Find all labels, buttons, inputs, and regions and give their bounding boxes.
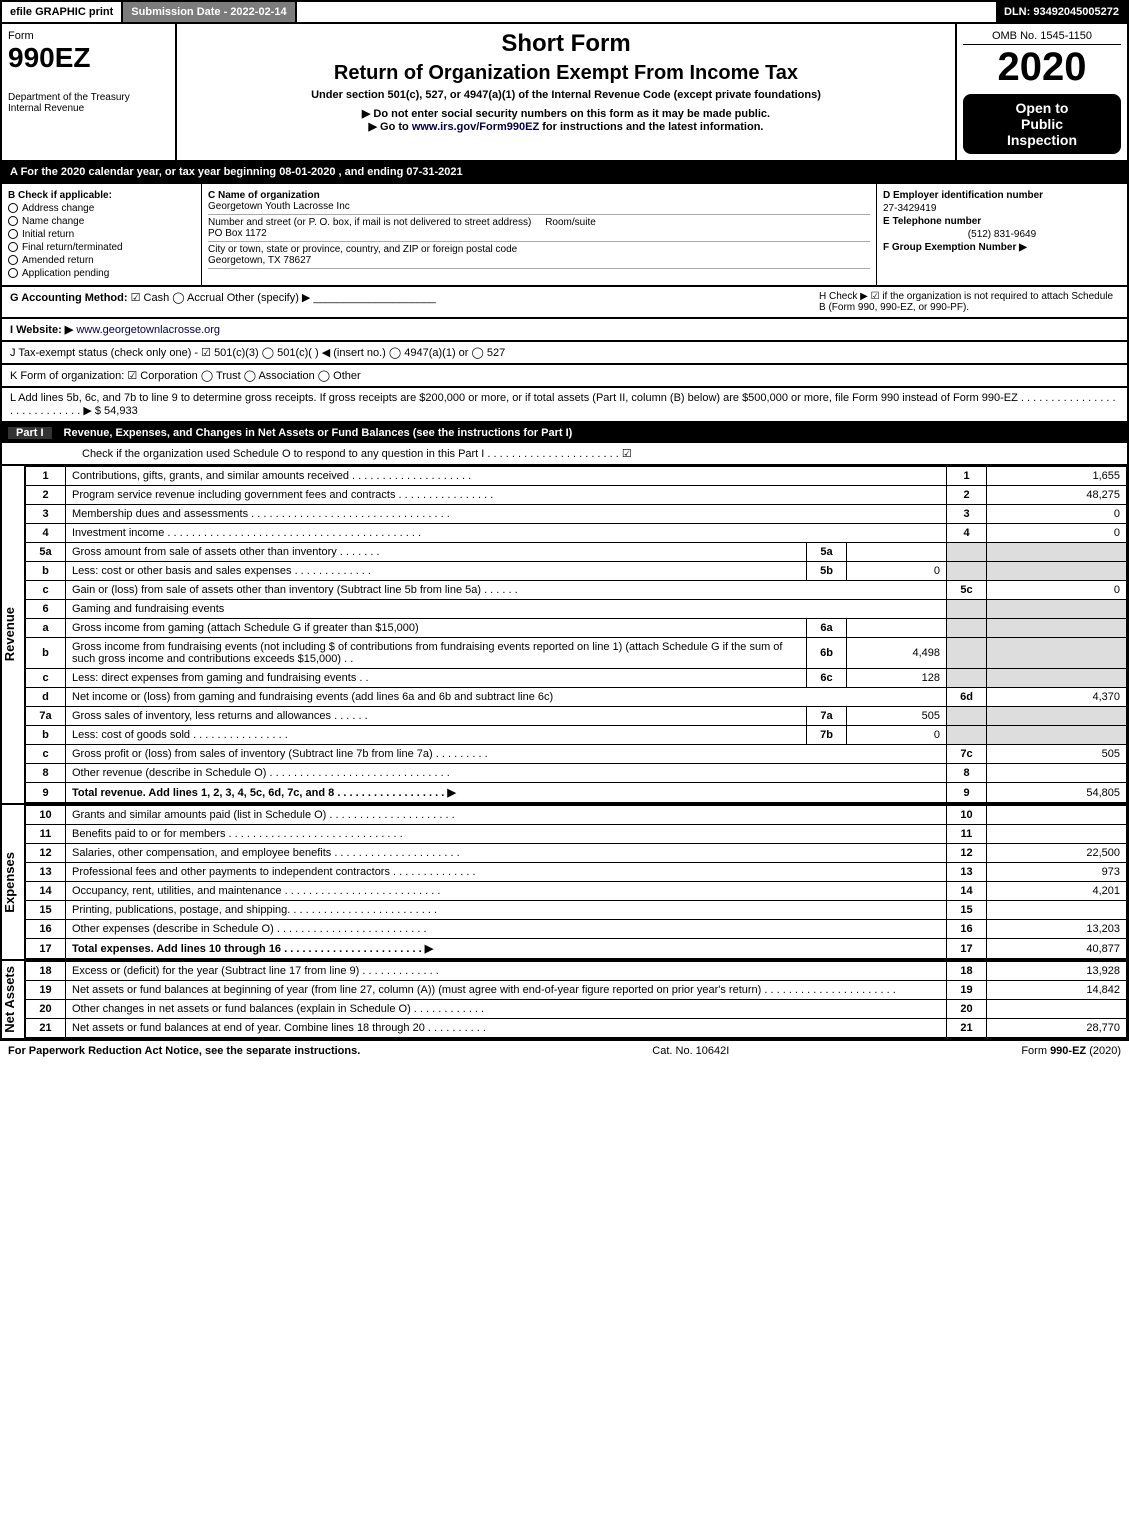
- short-form-title: Short Form: [183, 30, 949, 58]
- row-l-gross-receipts: L Add lines 5b, 6c, and 7b to line 9 to …: [0, 388, 1129, 423]
- line-16: 16Other expenses (describe in Schedule O…: [26, 920, 1127, 939]
- line-5a: 5aGross amount from sale of assets other…: [26, 543, 1127, 562]
- netassets-side-label: Net Assets: [2, 961, 25, 1038]
- street-row: Number and street (or P. O. box, if mail…: [208, 217, 870, 242]
- phone-label: E Telephone number: [883, 216, 1121, 227]
- form-column: Form 990EZ Department of the Treasury In…: [2, 24, 177, 160]
- line-1: 1Contributions, gifts, grants, and simil…: [26, 467, 1127, 486]
- section-bcd: B Check if applicable: Address change Na…: [0, 184, 1129, 287]
- website-link[interactable]: www.georgetownlacrosse.org: [76, 324, 220, 336]
- warning-ssn: ▶ Do not enter social security numbers o…: [183, 107, 949, 120]
- goto-link-row: ▶ Go to www.irs.gov/Form990EZ for instru…: [183, 120, 949, 133]
- revenue-side-label: Revenue: [2, 466, 25, 803]
- line-18: 18Excess or (deficit) for the year (Subt…: [26, 962, 1127, 981]
- netassets-section: Net Assets 18Excess or (deficit) for the…: [0, 961, 1129, 1040]
- chk-initial-return[interactable]: Initial return: [8, 229, 195, 240]
- row-i-website: I Website: ▶ www.georgetownlacrosse.org: [0, 319, 1129, 342]
- open-line3: Inspection: [969, 132, 1115, 148]
- catalog-number: Cat. No. 10642I: [652, 1045, 729, 1057]
- part1-title: Revenue, Expenses, and Changes in Net As…: [64, 427, 573, 439]
- subtitle: Under section 501(c), 527, or 4947(a)(1)…: [183, 89, 949, 101]
- dln: DLN: 93492045005272: [996, 2, 1127, 22]
- chk-final-return[interactable]: Final return/terminated: [8, 242, 195, 253]
- part1-check-note: Check if the organization used Schedule …: [0, 443, 1129, 466]
- line-19: 19Net assets or fund balances at beginni…: [26, 981, 1127, 1000]
- revenue-table: 1Contributions, gifts, grants, and simil…: [25, 466, 1127, 803]
- submission-date: Submission Date - 2022-02-14: [123, 2, 296, 22]
- line-10: 10Grants and similar amounts paid (list …: [26, 806, 1127, 825]
- line-21: 21Net assets or fund balances at end of …: [26, 1019, 1127, 1038]
- row-k-org-form: K Form of organization: ☑ Corporation ◯ …: [0, 365, 1129, 388]
- form-header: Form 990EZ Department of the Treasury In…: [0, 24, 1129, 162]
- expenses-section: Expenses 10Grants and similar amounts pa…: [0, 805, 1129, 961]
- line-7a: 7aGross sales of inventory, less returns…: [26, 707, 1127, 726]
- section-b-title: B Check if applicable:: [8, 190, 195, 201]
- line-17: 17Total expenses. Add lines 10 through 1…: [26, 939, 1127, 959]
- line-7c: cGross profit or (loss) from sales of in…: [26, 745, 1127, 764]
- section-c: C Name of organizationGeorgetown Youth L…: [202, 184, 877, 285]
- form-footer-right: Form 990-EZ (2020): [1021, 1045, 1121, 1057]
- dept-irs: Internal Revenue: [8, 103, 169, 114]
- phone-value: (512) 831-9649: [883, 229, 1121, 240]
- line-6: 6Gaming and fundraising events: [26, 600, 1127, 619]
- line-6b: bGross income from fundraising events (n…: [26, 638, 1127, 669]
- line-8: 8Other revenue (describe in Schedule O) …: [26, 764, 1127, 783]
- topbar: efile GRAPHIC print Submission Date - 20…: [0, 0, 1129, 24]
- city-row: City or town, state or province, country…: [208, 244, 870, 269]
- line-6d: dNet income or (loss) from gaming and fu…: [26, 688, 1127, 707]
- ein-value: 27-3429419: [883, 203, 1121, 214]
- section-b: B Check if applicable: Address change Na…: [2, 184, 202, 285]
- accounting-method: G Accounting Method: ☑ Cash ◯ Accrual Ot…: [10, 291, 819, 313]
- line-20: 20Other changes in net assets or fund ba…: [26, 1000, 1127, 1019]
- dept-treasury: Department of the Treasury: [8, 92, 169, 103]
- line-5c: cGain or (loss) from sale of assets othe…: [26, 581, 1127, 600]
- page-footer: For Paperwork Reduction Act Notice, see …: [0, 1040, 1129, 1061]
- schedule-b-check: H Check ▶ ☑ if the organization is not r…: [819, 291, 1119, 313]
- line-12: 12Salaries, other compensation, and empl…: [26, 844, 1127, 863]
- expenses-side-label: Expenses: [2, 805, 25, 959]
- irs-link[interactable]: www.irs.gov/Form990EZ: [412, 121, 539, 133]
- ein-label: D Employer identification number: [883, 190, 1121, 201]
- line-11: 11Benefits paid to or for members . . . …: [26, 825, 1127, 844]
- line-15: 15Printing, publications, postage, and s…: [26, 901, 1127, 920]
- line-5b: bLess: cost or other basis and sales exp…: [26, 562, 1127, 581]
- row-j-tax-exempt: J Tax-exempt status (check only one) - ☑…: [0, 342, 1129, 365]
- netassets-table: 18Excess or (deficit) for the year (Subt…: [25, 961, 1127, 1038]
- part1-label: Part I: [8, 427, 52, 439]
- expenses-table: 10Grants and similar amounts paid (list …: [25, 805, 1127, 959]
- form-number: 990EZ: [8, 42, 169, 74]
- part1-header: Part I Revenue, Expenses, and Changes in…: [0, 423, 1129, 443]
- line-13: 13Professional fees and other payments t…: [26, 863, 1127, 882]
- line-7b: bLess: cost of goods sold . . . . . . . …: [26, 726, 1127, 745]
- open-line1: Open to: [969, 100, 1115, 116]
- efile-label: efile GRAPHIC print: [2, 2, 123, 22]
- line-4: 4Investment income . . . . . . . . . . .…: [26, 524, 1127, 543]
- title-column: Short Form Return of Organization Exempt…: [177, 24, 957, 160]
- calendar-year-bar: A For the 2020 calendar year, or tax yea…: [0, 162, 1129, 184]
- open-line2: Public: [969, 116, 1115, 132]
- tax-year: 2020: [963, 45, 1121, 90]
- chk-application-pending[interactable]: Application pending: [8, 268, 195, 279]
- row-g-h: G Accounting Method: ☑ Cash ◯ Accrual Ot…: [0, 287, 1129, 319]
- line-9: 9Total revenue. Add lines 1, 2, 3, 4, 5c…: [26, 783, 1127, 803]
- line-6a: aGross income from gaming (attach Schedu…: [26, 619, 1127, 638]
- revenue-section: Revenue 1Contributions, gifts, grants, a…: [0, 466, 1129, 805]
- omb-number: OMB No. 1545-1150: [963, 30, 1121, 45]
- group-exemption-label: F Group Exemption Number ▶: [883, 242, 1121, 253]
- line-6c: cLess: direct expenses from gaming and f…: [26, 669, 1127, 688]
- line-14: 14Occupancy, rent, utilities, and mainte…: [26, 882, 1127, 901]
- section-def: D Employer identification number 27-3429…: [877, 184, 1127, 285]
- open-public-badge: Open to Public Inspection: [963, 94, 1121, 154]
- return-title: Return of Organization Exempt From Incom…: [183, 62, 949, 85]
- line-3: 3Membership dues and assessments . . . .…: [26, 505, 1127, 524]
- line-2: 2Program service revenue including gover…: [26, 486, 1127, 505]
- org-name-row: C Name of organizationGeorgetown Youth L…: [208, 190, 870, 215]
- paperwork-notice: For Paperwork Reduction Act Notice, see …: [8, 1045, 360, 1057]
- year-column: OMB No. 1545-1150 2020 Open to Public In…: [957, 24, 1127, 160]
- chk-amended-return[interactable]: Amended return: [8, 255, 195, 266]
- chk-address-change[interactable]: Address change: [8, 203, 195, 214]
- chk-name-change[interactable]: Name change: [8, 216, 195, 227]
- form-label: Form: [8, 30, 169, 42]
